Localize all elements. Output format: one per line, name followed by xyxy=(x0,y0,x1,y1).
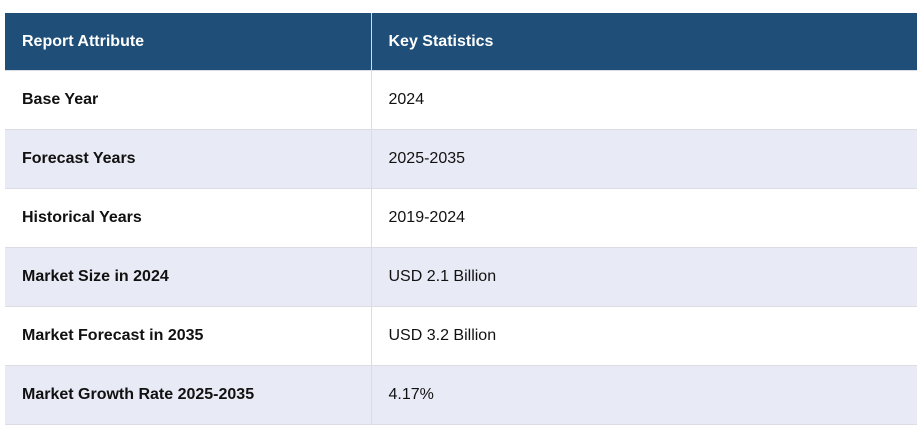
row-value: USD 3.2 Billion xyxy=(371,306,917,366)
row-attribute: Market Size in 2024 xyxy=(5,247,372,307)
row-value: 4.17% xyxy=(371,365,917,425)
row-attribute: Base Year xyxy=(5,70,372,130)
report-statistics-table: Report Attribute Key Statistics Base Yea… xyxy=(5,13,917,425)
table-row: Market Size in 2024 USD 2.1 Billion xyxy=(5,247,917,307)
table-row: Base Year 2024 xyxy=(5,70,917,130)
row-attribute: Forecast Years xyxy=(5,129,372,189)
row-attribute: Market Forecast in 2035 xyxy=(5,306,372,366)
report-table-container: Report Attribute Key Statistics Base Yea… xyxy=(5,13,917,425)
row-value: 2024 xyxy=(371,70,917,130)
row-value: 2019-2024 xyxy=(371,188,917,248)
row-value: 2025-2035 xyxy=(371,129,917,189)
table-row: Historical Years 2019-2024 xyxy=(5,188,917,248)
table-header-row: Report Attribute Key Statistics xyxy=(5,13,917,71)
table-row: Forecast Years 2025-2035 xyxy=(5,129,917,189)
table-row: Market Forecast in 2035 USD 3.2 Billion xyxy=(5,306,917,366)
header-report-attribute: Report Attribute xyxy=(5,13,372,71)
row-attribute: Historical Years xyxy=(5,188,372,248)
row-attribute: Market Growth Rate 2025-2035 xyxy=(5,365,372,425)
header-key-statistics: Key Statistics xyxy=(371,13,917,71)
row-value: USD 2.1 Billion xyxy=(371,247,917,307)
table-row: Market Growth Rate 2025-2035 4.17% xyxy=(5,365,917,425)
